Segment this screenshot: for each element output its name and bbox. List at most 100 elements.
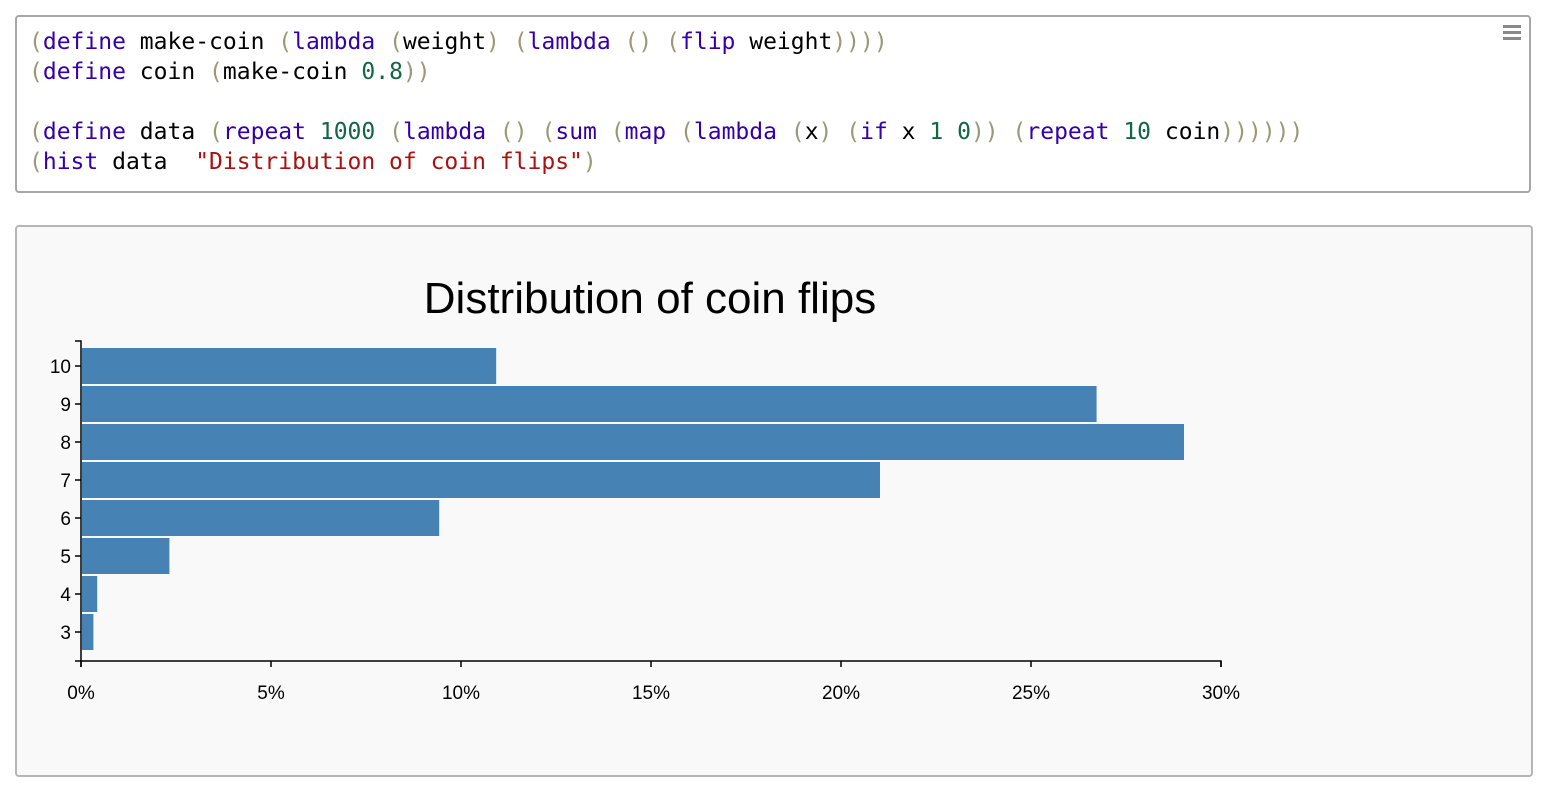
y-tick-label-6: 6 bbox=[60, 509, 71, 530]
code-token bbox=[999, 119, 1013, 145]
code-token bbox=[832, 119, 846, 145]
code-token bbox=[666, 119, 680, 145]
code-token: ( bbox=[1012, 119, 1027, 145]
code-token: 10 bbox=[1123, 119, 1152, 145]
code-token bbox=[943, 119, 957, 145]
code-token: sum bbox=[555, 119, 597, 145]
code-token: 1000 bbox=[319, 119, 376, 145]
code-token: data bbox=[98, 149, 196, 175]
y-tick-label-4: 4 bbox=[60, 585, 71, 606]
bar-4 bbox=[82, 576, 98, 612]
code-line: (define data (repeat 1000 (lambda () (su… bbox=[29, 117, 1303, 147]
x-tick-label: 15% bbox=[632, 683, 670, 704]
x-tick-label: 10% bbox=[442, 683, 480, 704]
code-token: () bbox=[499, 119, 528, 145]
code-token: ( bbox=[29, 149, 43, 175]
code-token bbox=[486, 119, 500, 145]
code-token: if bbox=[860, 119, 888, 145]
code-token bbox=[611, 29, 625, 55]
code-token: map bbox=[624, 119, 667, 145]
code-token bbox=[528, 119, 542, 145]
code-token: ( bbox=[389, 119, 403, 145]
code-token: coin bbox=[125, 59, 210, 85]
y-tick-label-8: 8 bbox=[60, 433, 71, 454]
y-axis bbox=[75, 340, 82, 662]
code-token: lambda bbox=[693, 119, 777, 145]
code-token: define bbox=[42, 29, 126, 55]
bar-5 bbox=[82, 538, 170, 574]
code-token: coin bbox=[1151, 119, 1221, 145]
code-editor[interactable]: (define make-coin (lambda (weight) (lamb… bbox=[15, 15, 1531, 193]
code-token: make-coin bbox=[125, 29, 279, 55]
code-token: ) bbox=[818, 119, 833, 145]
code-token: ( bbox=[389, 29, 403, 55]
code-token: weight bbox=[735, 29, 833, 55]
code-token: ( bbox=[209, 59, 223, 85]
code-token: x bbox=[804, 119, 819, 145]
code-token bbox=[375, 119, 389, 145]
code-token: "Distribution of coin flips" bbox=[195, 149, 583, 175]
code-text[interactable]: (define make-coin (lambda (weight) (lamb… bbox=[29, 27, 1303, 177]
x-tick-label: 30% bbox=[1202, 683, 1240, 704]
code-token: ) bbox=[582, 149, 597, 175]
code-token: )))))) bbox=[1220, 119, 1304, 145]
code-token: ( bbox=[666, 29, 680, 55]
x-tick-label: 25% bbox=[1012, 683, 1050, 704]
code-token: 0.8 bbox=[361, 59, 403, 85]
code-token: lambda bbox=[292, 29, 376, 55]
code-line bbox=[29, 87, 1303, 117]
y-tick-label-5: 5 bbox=[60, 547, 71, 568]
bar-3 bbox=[82, 614, 94, 650]
code-token: lambda bbox=[402, 119, 487, 145]
code-token: make-coin bbox=[222, 59, 362, 85]
code-token: lambda bbox=[527, 29, 611, 55]
code-token: ( bbox=[680, 119, 694, 145]
code-token: ( bbox=[29, 59, 43, 85]
bar-8 bbox=[82, 424, 1184, 460]
y-tick-label-3: 3 bbox=[60, 623, 71, 644]
chart-title: Distribution of coin flips bbox=[424, 274, 876, 323]
code-token: ( bbox=[209, 119, 223, 145]
code-token: repeat bbox=[222, 119, 306, 145]
bar-9 bbox=[82, 386, 1097, 422]
code-token: ) bbox=[486, 29, 500, 55]
code-token: )) bbox=[970, 119, 999, 145]
code-token: ( bbox=[278, 29, 293, 55]
code-token: x bbox=[887, 119, 930, 145]
code-token: 0 bbox=[957, 119, 971, 145]
code-token: ( bbox=[610, 119, 625, 145]
code-line: (define make-coin (lambda (weight) (lamb… bbox=[29, 27, 1303, 57]
code-token: hist bbox=[42, 149, 99, 175]
code-token: ( bbox=[846, 119, 861, 145]
y-tick-label-10: 10 bbox=[50, 357, 71, 378]
code-token: ( bbox=[29, 29, 43, 55]
code-token: data bbox=[125, 119, 210, 145]
code-token bbox=[597, 119, 611, 145]
code-token: )))) bbox=[832, 29, 888, 55]
code-token bbox=[777, 119, 791, 145]
output-panel: Distribution of coin flips 10 9 8 7 6 5 4 3 0% 5% 1… bbox=[15, 225, 1533, 777]
x-tick-label: 5% bbox=[257, 683, 285, 704]
code-token bbox=[375, 29, 389, 55]
code-line: (hist data "Distribution of coin flips") bbox=[29, 147, 1303, 177]
code-token: flip bbox=[680, 29, 736, 55]
code-token: repeat bbox=[1026, 119, 1110, 145]
code-token: weight bbox=[402, 29, 487, 55]
y-tick-label-9: 9 bbox=[60, 395, 71, 416]
code-token: ( bbox=[29, 119, 43, 145]
x-tick-label: 0% bbox=[67, 683, 95, 704]
y-tick-label-7: 7 bbox=[60, 471, 71, 492]
hamburger-menu-icon[interactable] bbox=[1503, 25, 1521, 41]
code-token: ( bbox=[541, 119, 556, 145]
code-token: define bbox=[42, 59, 126, 85]
code-line: (define coin (make-coin 0.8)) bbox=[29, 57, 1303, 87]
code-token: define bbox=[42, 119, 126, 145]
code-token bbox=[652, 29, 666, 55]
x-tick-label: 20% bbox=[822, 683, 860, 704]
code-token: ( bbox=[513, 29, 528, 55]
bar-10 bbox=[82, 348, 497, 384]
code-token: 1 bbox=[929, 119, 944, 145]
code-token: ( bbox=[790, 119, 805, 145]
bar-6 bbox=[82, 500, 440, 536]
